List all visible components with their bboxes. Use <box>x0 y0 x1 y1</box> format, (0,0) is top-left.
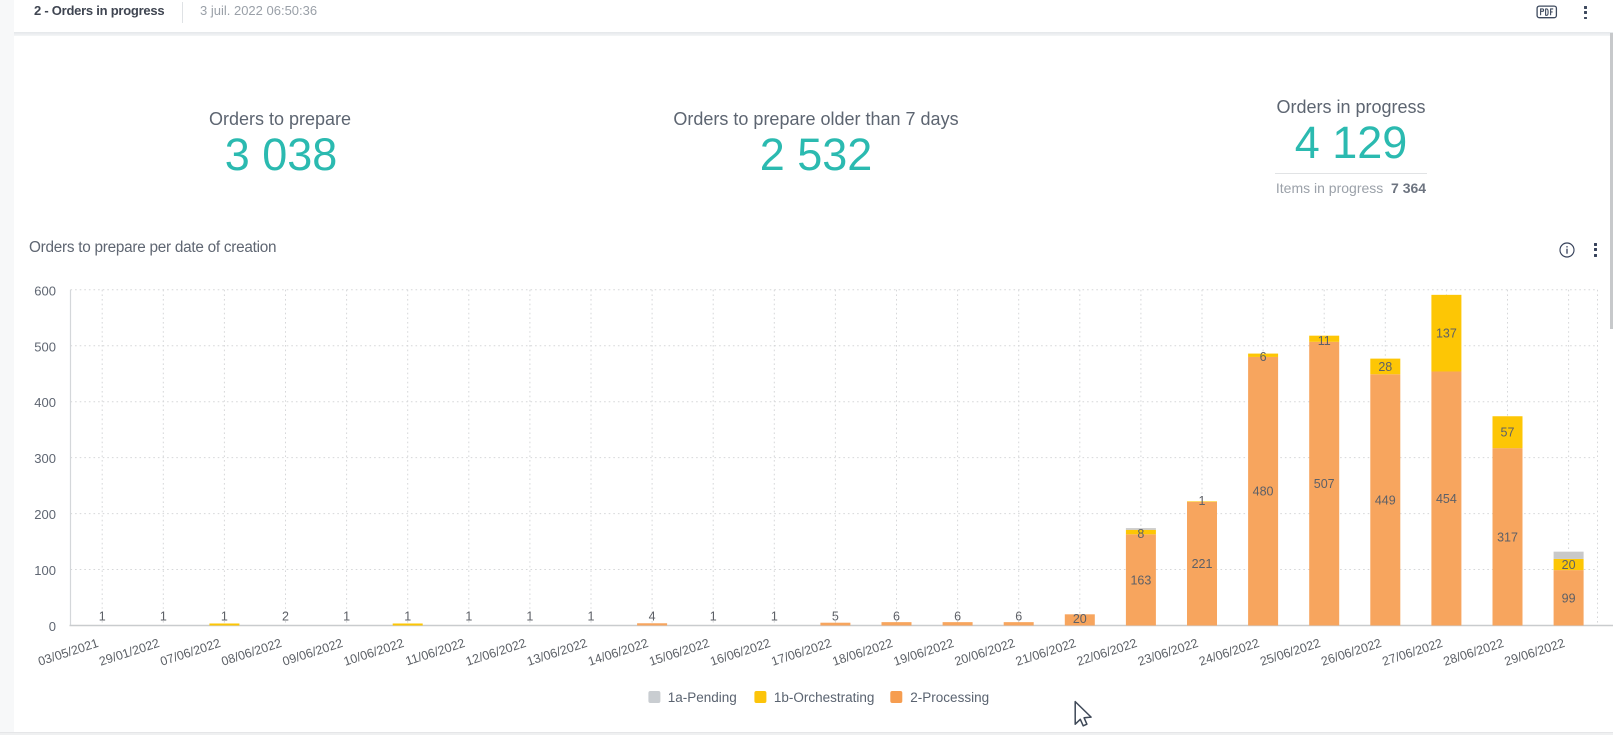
svg-text:15/06/2022: 15/06/2022 <box>647 636 711 669</box>
svg-text:20: 20 <box>1562 558 1576 572</box>
svg-text:1b-Orchestrating: 1b-Orchestrating <box>774 690 875 705</box>
svg-text:5: 5 <box>832 610 839 624</box>
svg-text:19/06/2022: 19/06/2022 <box>892 636 956 669</box>
svg-text:1: 1 <box>771 610 778 624</box>
svg-text:24/06/2022: 24/06/2022 <box>1197 636 1261 669</box>
svg-text:100: 100 <box>34 563 56 578</box>
svg-text:16/06/2022: 16/06/2022 <box>708 636 772 669</box>
svg-text:12/06/2022: 12/06/2022 <box>464 636 528 669</box>
svg-text:1: 1 <box>221 610 228 624</box>
svg-text:1: 1 <box>588 610 595 624</box>
svg-text:4: 4 <box>649 610 656 624</box>
svg-text:99: 99 <box>1562 591 1576 605</box>
svg-text:317: 317 <box>1497 530 1518 544</box>
svg-text:163: 163 <box>1130 573 1151 587</box>
svg-text:1: 1 <box>160 610 167 624</box>
svg-text:449: 449 <box>1375 493 1396 507</box>
svg-text:1: 1 <box>99 610 106 624</box>
svg-text:1a-Pending: 1a-Pending <box>668 690 737 705</box>
svg-text:26/06/2022: 26/06/2022 <box>1319 636 1383 669</box>
svg-text:10/06/2022: 10/06/2022 <box>342 636 406 669</box>
svg-text:18/06/2022: 18/06/2022 <box>831 636 895 669</box>
svg-text:14/06/2022: 14/06/2022 <box>586 636 650 669</box>
svg-text:480: 480 <box>1253 485 1274 499</box>
svg-text:28: 28 <box>1378 360 1392 374</box>
svg-text:08/06/2022: 08/06/2022 <box>220 636 284 669</box>
svg-text:454: 454 <box>1436 492 1457 506</box>
svg-text:29/06/2022: 29/06/2022 <box>1503 636 1567 669</box>
svg-text:6: 6 <box>954 610 961 624</box>
svg-text:137: 137 <box>1436 327 1457 341</box>
svg-text:28/06/2022: 28/06/2022 <box>1442 636 1506 669</box>
svg-text:57: 57 <box>1501 426 1515 440</box>
svg-text:07/06/2022: 07/06/2022 <box>159 636 223 669</box>
svg-text:11: 11 <box>1318 334 1331 348</box>
svg-text:500: 500 <box>34 339 56 354</box>
svg-text:13/06/2022: 13/06/2022 <box>525 636 589 669</box>
svg-text:20/06/2022: 20/06/2022 <box>953 636 1017 669</box>
svg-text:6: 6 <box>1015 610 1022 624</box>
svg-text:1: 1 <box>710 610 717 624</box>
svg-text:6: 6 <box>893 610 900 624</box>
svg-text:221: 221 <box>1192 557 1213 571</box>
svg-text:22/06/2022: 22/06/2022 <box>1075 636 1139 669</box>
svg-text:1: 1 <box>1199 494 1206 508</box>
svg-text:200: 200 <box>34 507 56 522</box>
svg-text:20: 20 <box>1073 612 1087 626</box>
svg-text:400: 400 <box>34 395 56 410</box>
svg-text:1: 1 <box>465 610 472 624</box>
svg-text:2: 2 <box>282 610 289 624</box>
svg-text:1: 1 <box>404 610 411 624</box>
svg-text:11/06/2022: 11/06/2022 <box>404 636 467 668</box>
svg-text:507: 507 <box>1314 477 1335 491</box>
svg-text:1: 1 <box>343 610 350 624</box>
svg-text:0: 0 <box>49 619 56 634</box>
svg-text:21/06/2022: 21/06/2022 <box>1014 636 1078 669</box>
svg-text:09/06/2022: 09/06/2022 <box>281 636 345 669</box>
svg-text:8: 8 <box>1137 527 1144 541</box>
svg-text:29/01/2022: 29/01/2022 <box>97 636 161 669</box>
svg-text:6: 6 <box>1260 350 1267 364</box>
svg-text:23/06/2022: 23/06/2022 <box>1136 636 1200 669</box>
svg-text:300: 300 <box>34 451 56 466</box>
svg-text:1: 1 <box>526 610 533 624</box>
svg-text:03/05/2021: 03/05/2021 <box>36 636 100 669</box>
svg-text:27/06/2022: 27/06/2022 <box>1381 636 1445 669</box>
svg-text:600: 600 <box>34 283 56 298</box>
svg-text:25/06/2022: 25/06/2022 <box>1258 636 1322 669</box>
svg-text:2-Processing: 2-Processing <box>910 690 989 705</box>
svg-text:17/06/2022: 17/06/2022 <box>770 636 834 669</box>
